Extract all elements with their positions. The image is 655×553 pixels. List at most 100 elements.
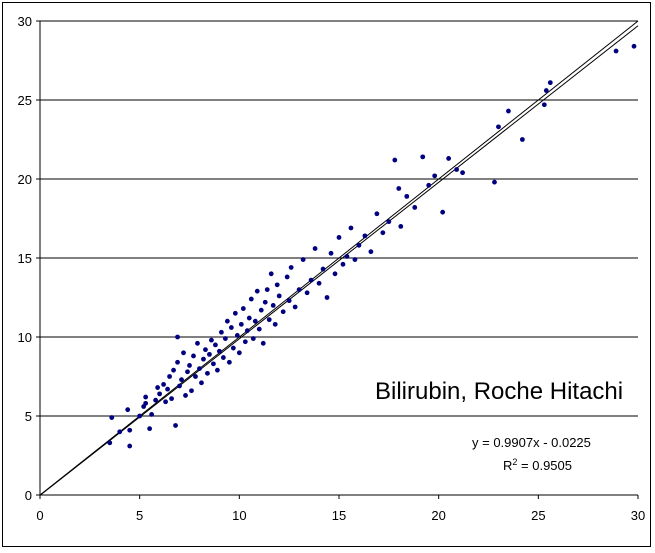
- data-point: [137, 413, 143, 419]
- data-point: [165, 386, 170, 392]
- data-point: [270, 303, 276, 308]
- data-point: [246, 315, 252, 321]
- r-squared-value: = 0.9505: [517, 458, 572, 473]
- data-point: [268, 271, 274, 277]
- data-point: [179, 377, 184, 383]
- data-point: [258, 307, 264, 313]
- data-point: [320, 266, 326, 272]
- data-point: [125, 407, 131, 413]
- r-squared-label: R2 = 0.9505: [503, 457, 572, 473]
- y-tick-label: 30: [18, 14, 32, 29]
- data-point: [175, 334, 180, 340]
- trendline-equation: y = 0.9907x - 0.0225: [472, 435, 591, 450]
- data-point: [230, 345, 236, 351]
- data-point: [175, 359, 180, 365]
- data-point: [328, 250, 334, 256]
- data-point: [274, 282, 280, 288]
- data-point: [155, 385, 161, 390]
- data-point: [171, 367, 176, 373]
- data-point: [220, 355, 226, 360]
- data-point: [264, 287, 270, 292]
- data-points: [107, 43, 637, 449]
- y-tick-label: 5: [25, 409, 32, 424]
- x-tick-label: 10: [232, 508, 246, 523]
- data-point: [209, 337, 214, 343]
- data-point: [446, 156, 452, 161]
- data-point: [543, 88, 549, 93]
- data-point: [149, 412, 155, 417]
- x-tick-label: 25: [531, 508, 545, 523]
- data-point: [613, 48, 619, 54]
- data-point: [420, 154, 426, 160]
- data-point: [336, 235, 342, 240]
- data-point: [432, 173, 438, 179]
- y-ticks: 0 5 10 15 20 25 30: [18, 14, 40, 503]
- data-point: [496, 124, 501, 130]
- data-point: [386, 219, 392, 225]
- data-point: [396, 186, 402, 191]
- data-point: [316, 280, 322, 286]
- r-squared-superscript: 2: [512, 457, 517, 467]
- data-point: [254, 288, 260, 294]
- data-point: [199, 380, 204, 386]
- data-point: [541, 102, 547, 108]
- data-point: [238, 321, 244, 327]
- y-tick-label: 10: [18, 330, 32, 345]
- data-point: [506, 108, 511, 114]
- data-point: [215, 367, 220, 373]
- data-point: [193, 374, 198, 379]
- data-point: [127, 443, 133, 449]
- data-point: [276, 293, 282, 299]
- data-point: [250, 336, 256, 341]
- data-point: [197, 366, 202, 371]
- data-point: [181, 350, 186, 356]
- x-tick-label: 30: [631, 508, 645, 523]
- data-point: [143, 394, 149, 400]
- data-point: [398, 224, 404, 229]
- data-point: [117, 429, 123, 435]
- data-point: [177, 383, 182, 389]
- data-point: [189, 388, 194, 394]
- data-point: [127, 427, 133, 433]
- data-point: [440, 209, 446, 215]
- r-squared-r: R: [503, 458, 512, 473]
- data-point: [631, 43, 637, 49]
- data-point: [266, 317, 272, 323]
- data-point: [340, 261, 346, 267]
- data-point: [153, 397, 159, 403]
- data-point: [224, 318, 230, 324]
- data-point: [392, 157, 398, 163]
- data-point: [244, 328, 250, 334]
- data-point: [374, 211, 380, 217]
- data-point: [460, 170, 465, 176]
- y-tick-label: 0: [25, 488, 32, 503]
- data-point: [454, 167, 460, 172]
- scatter-chart: 0 5 10 15 20 25 30 0 5 10 15 20 25 30 Bilirubin, Roc…: [18, 14, 646, 523]
- data-point: [308, 277, 314, 283]
- data-point: [109, 415, 115, 420]
- data-point: [236, 350, 242, 356]
- data-point: [232, 310, 238, 316]
- data-point: [167, 374, 172, 379]
- data-point: [213, 342, 218, 348]
- data-point: [256, 326, 262, 332]
- data-point: [324, 295, 330, 300]
- data-point: [380, 230, 386, 236]
- x-tick-label: 0: [36, 508, 43, 523]
- data-point: [169, 396, 174, 402]
- data-point: [191, 353, 196, 359]
- data-point: [292, 304, 298, 310]
- data-point: [260, 340, 266, 346]
- data-point: [147, 426, 153, 432]
- data-point: [107, 440, 113, 446]
- data-point: [173, 423, 178, 428]
- data-point: [185, 369, 190, 375]
- data-point: [234, 333, 240, 338]
- data-point: [547, 80, 553, 86]
- x-tick-label: 15: [332, 508, 346, 523]
- data-point: [228, 325, 234, 330]
- data-point: [218, 329, 224, 335]
- data-point: [205, 370, 210, 376]
- data-point: [272, 321, 278, 327]
- data-point: [242, 339, 248, 345]
